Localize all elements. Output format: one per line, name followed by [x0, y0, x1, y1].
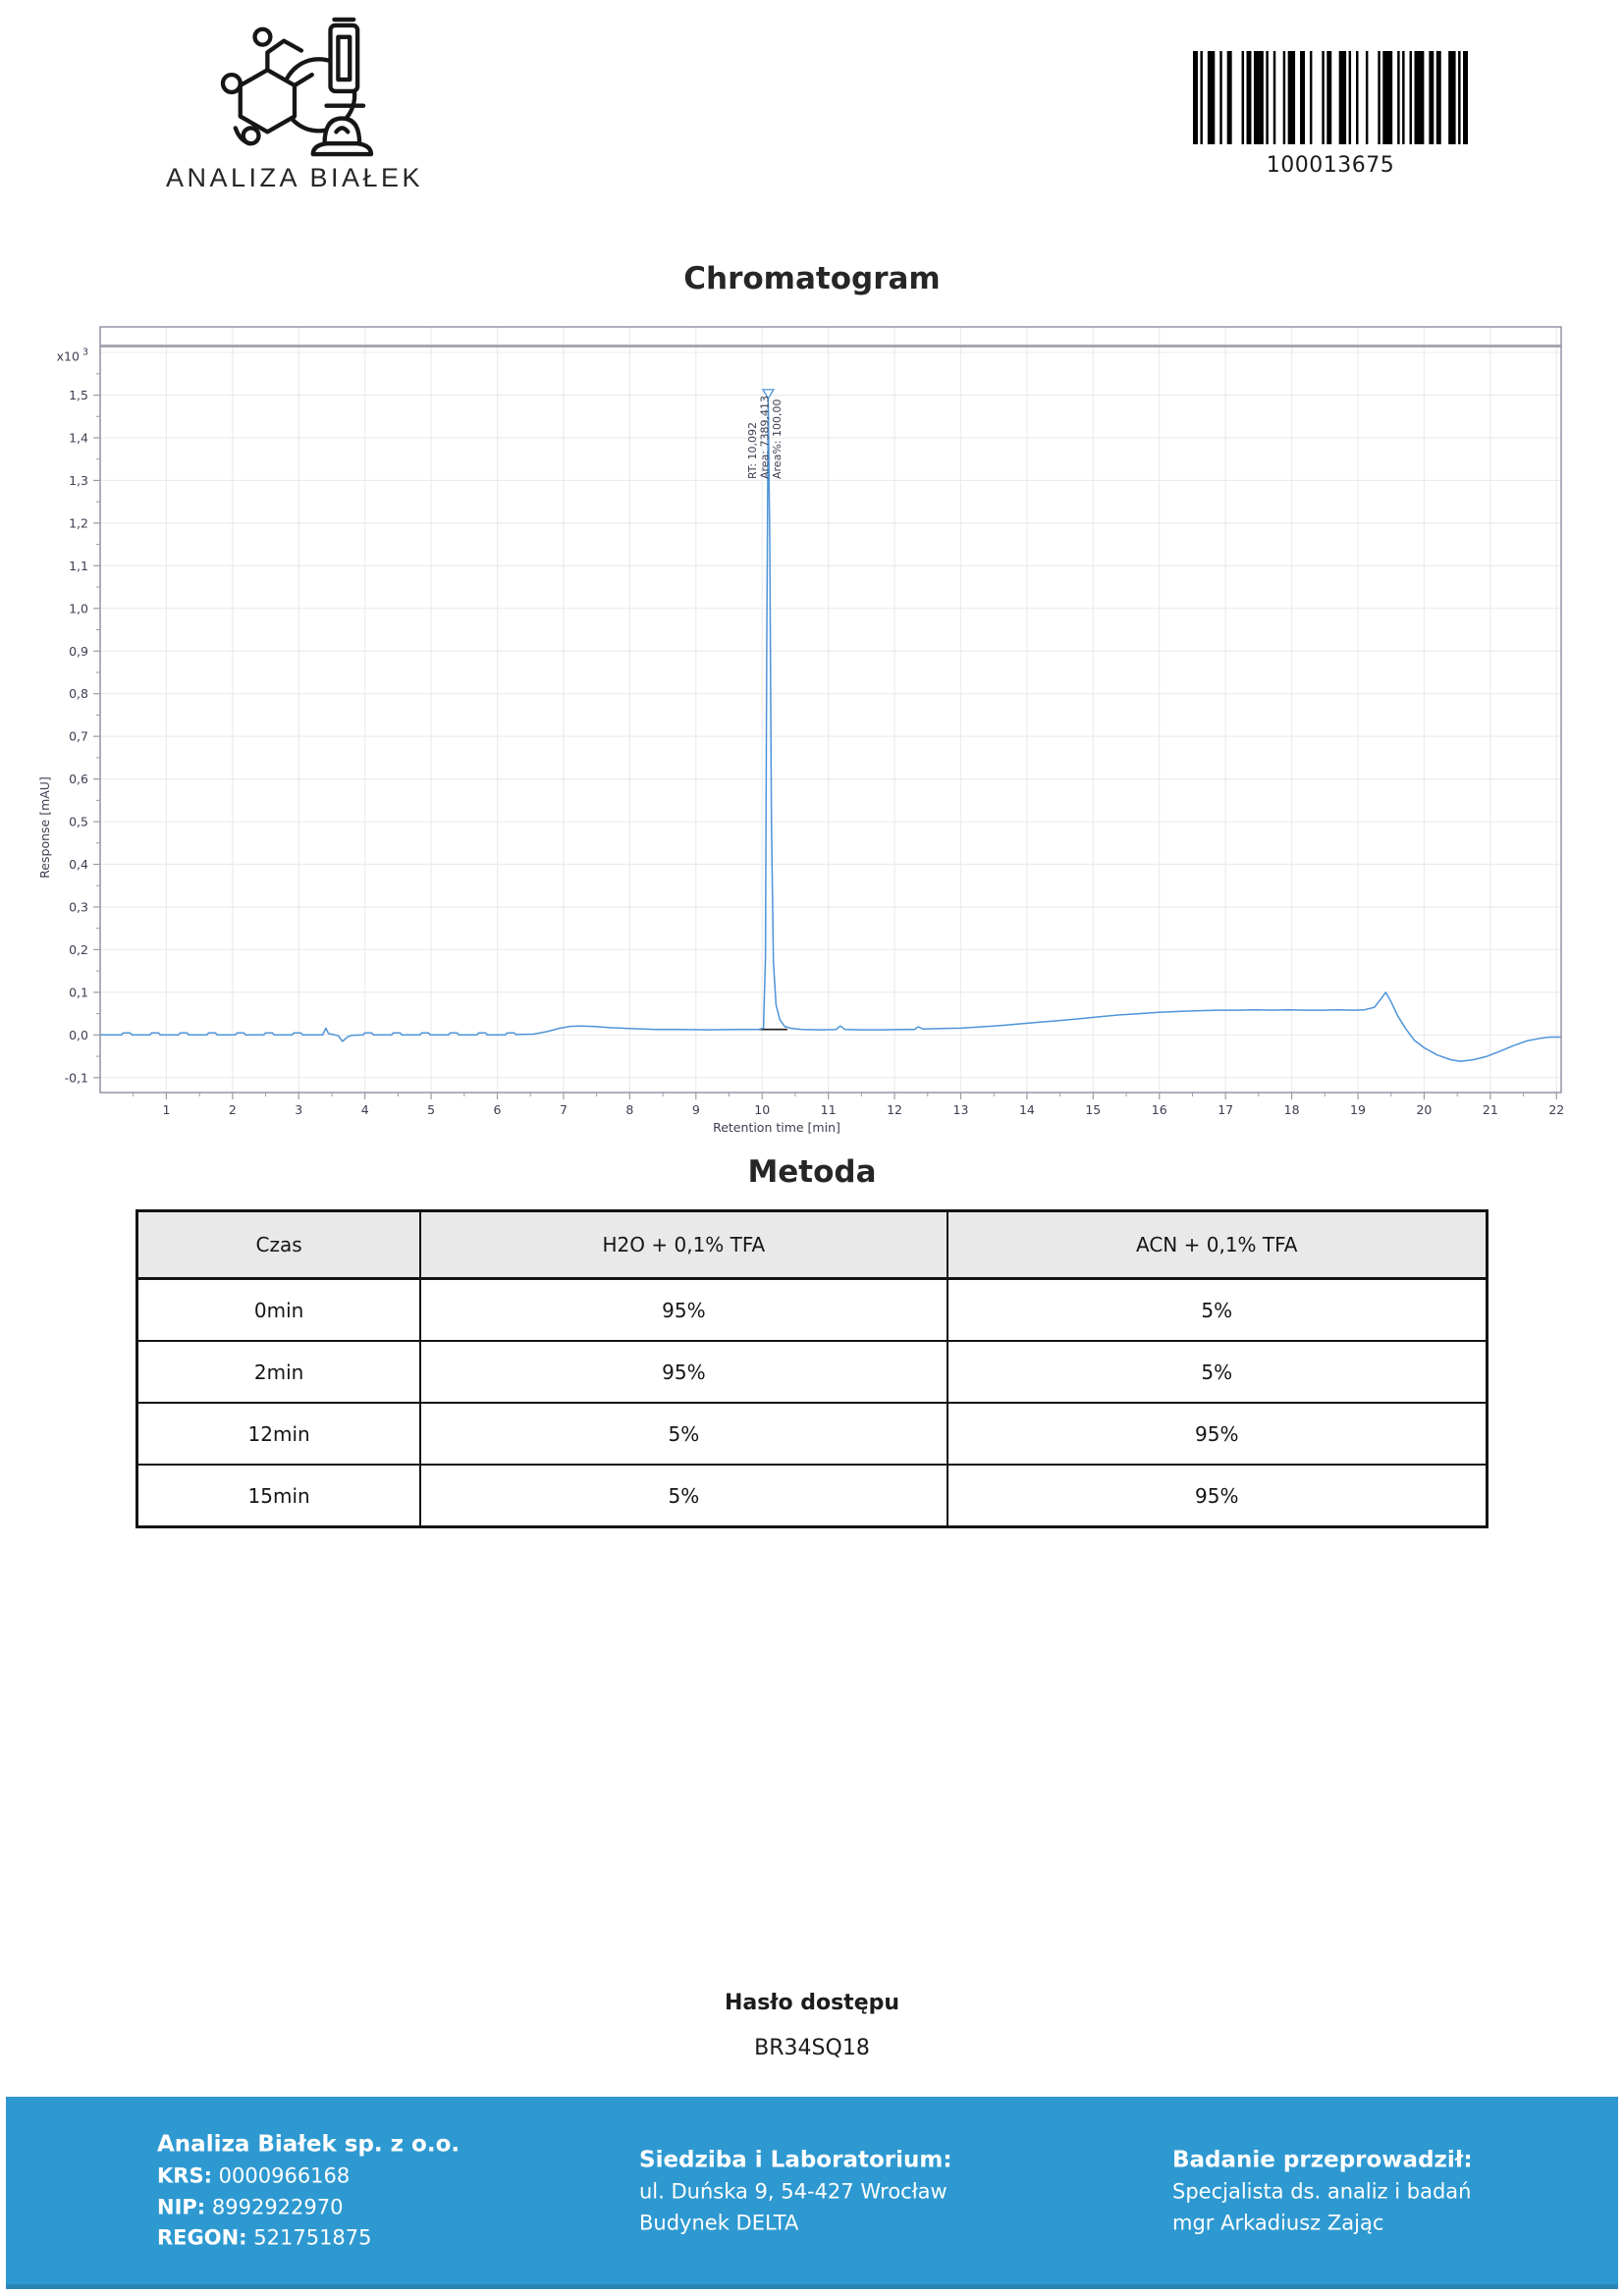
logo-icon	[145, 12, 444, 157]
company-regon: REGON: 521751875	[157, 2225, 372, 2250]
svg-text:4: 4	[361, 1102, 369, 1117]
footer-company: Analiza Białek sp. z o.o. KRS: 000096616…	[157, 2127, 511, 2254]
svg-text:20: 20	[1416, 1102, 1432, 1117]
svg-text:2: 2	[229, 1102, 237, 1117]
svg-text:0,4: 0,4	[69, 857, 88, 872]
table-row: 12min 5% 95%	[135, 1402, 1489, 1466]
svg-text:1,4: 1,4	[69, 430, 88, 445]
examiner-role: Specjalista ds. analiz i badań	[1172, 2179, 1472, 2204]
svg-text:5: 5	[427, 1102, 435, 1117]
svg-text:RT: 10,092: RT: 10,092	[746, 422, 759, 479]
svg-text:0,2: 0,2	[69, 942, 88, 957]
svg-text:1: 1	[162, 1102, 170, 1117]
barcode	[1193, 51, 1468, 144]
svg-text:0,7: 0,7	[69, 729, 88, 744]
svg-text:0,6: 0,6	[69, 772, 88, 786]
table-cell: 2min	[135, 1340, 422, 1404]
footer-location: Siedziba i Laboratorium: ul. Duńska 9, 5…	[639, 2143, 1061, 2239]
svg-text:13: 13	[953, 1102, 969, 1117]
examiner-name: mgr Arkadiusz Zając	[1172, 2210, 1384, 2234]
svg-text:17: 17	[1218, 1102, 1233, 1117]
svg-text:0,9: 0,9	[69, 644, 88, 659]
svg-text:15: 15	[1085, 1102, 1101, 1117]
location-building: Budynek DELTA	[639, 2210, 799, 2234]
barcode-block: 100013675	[1190, 51, 1471, 178]
method-table: Czas H2O + 0,1% TFA ACN + 0,1% TFA 0min 95%…	[135, 1209, 1489, 1528]
svg-text:11: 11	[821, 1102, 837, 1117]
svg-text:0,8: 0,8	[69, 686, 88, 701]
table-cell: 95%	[419, 1277, 948, 1342]
svg-text:21: 21	[1483, 1102, 1498, 1117]
svg-text:Response [mAU]: Response [mAU]	[37, 776, 52, 879]
barcode-number: 100013675	[1266, 153, 1395, 178]
company-nip: NIP: 8992922970	[157, 2195, 344, 2218]
svg-text:9: 9	[692, 1102, 700, 1117]
svg-text:14: 14	[1019, 1102, 1035, 1117]
svg-text:Area: 7389,413: Area: 7389,413	[758, 396, 771, 479]
password-value: BR34SQ18	[754, 2036, 870, 2060]
svg-text:0,3: 0,3	[69, 899, 88, 914]
svg-text:Area%: 100,00: Area%: 100,00	[771, 400, 784, 479]
company-name: Analiza Białek sp. z o.o.	[157, 2131, 460, 2157]
footer: Analiza Białek sp. z o.o. KRS: 000096616…	[6, 2097, 1618, 2289]
svg-text:19: 19	[1350, 1102, 1366, 1117]
table-header-cell: H2O + 0,1% TFA	[419, 1209, 948, 1280]
svg-text:0,5: 0,5	[69, 815, 88, 829]
table-cell: 95%	[946, 1464, 1489, 1528]
table-cell: 5%	[946, 1277, 1489, 1342]
svg-text:1,0: 1,0	[69, 601, 88, 615]
section-title-metoda: Metoda	[747, 1154, 877, 1190]
table-cell: 0min	[135, 1277, 422, 1342]
table-cell: 12min	[135, 1402, 422, 1466]
company-krs: KRS: 0000966168	[157, 2163, 351, 2188]
footer-examiner: Badanie przeprowadził: Specjalista ds. a…	[1172, 2143, 1595, 2239]
svg-text:18: 18	[1284, 1102, 1300, 1117]
svg-text:8: 8	[625, 1102, 633, 1117]
table-header-cell: Czas	[135, 1209, 422, 1280]
chromatogram-chart: 1,5 1,4 1,3 1,2 1,1 1,0 0,9 0,8 0,7 0,6 0,5 0,4 0,3 0…	[20, 322, 1591, 1151]
table-row: 2min 95% 5%	[135, 1340, 1489, 1404]
svg-text:Retention time [min]: Retention time [min]	[713, 1120, 840, 1135]
table-cell: 95%	[419, 1340, 948, 1404]
svg-text:12: 12	[887, 1102, 902, 1117]
svg-text:3: 3	[295, 1102, 302, 1117]
svg-text:1,1: 1,1	[69, 559, 88, 573]
section-title-chromatogram: Chromatogram	[683, 261, 941, 296]
table-cell: 5%	[419, 1402, 948, 1466]
logo: ANALIZA BIAŁEK	[145, 12, 444, 193]
brand-name: ANALIZA BIAŁEK	[165, 163, 424, 192]
table-cell: 5%	[946, 1340, 1489, 1404]
svg-text:1,5: 1,5	[69, 388, 88, 402]
table-cell: 5%	[419, 1464, 948, 1528]
location-title: Siedziba i Laboratorium:	[639, 2146, 952, 2172]
svg-text:x10 3: x10 3	[57, 347, 88, 364]
svg-text:1,3: 1,3	[69, 473, 88, 488]
password-label: Hasło dostępu	[724, 1991, 900, 2015]
table-header-cell: ACN + 0,1% TFA	[946, 1209, 1489, 1280]
table-row: 15min 5% 95%	[135, 1464, 1489, 1528]
svg-text:0,1: 0,1	[69, 985, 88, 999]
examiner-title: Badanie przeprowadził:	[1172, 2146, 1473, 2172]
svg-text:7: 7	[560, 1102, 568, 1117]
svg-text:16: 16	[1152, 1102, 1167, 1117]
svg-text:10: 10	[754, 1102, 770, 1117]
table-cell: 95%	[946, 1402, 1489, 1466]
table-cell: 15min	[135, 1464, 422, 1528]
svg-text:0,0: 0,0	[69, 1028, 88, 1042]
svg-text:22: 22	[1548, 1102, 1564, 1117]
svg-text:1,2: 1,2	[69, 515, 88, 530]
table-row: 0min 95% 5%	[135, 1277, 1489, 1342]
location-address: ul. Duńska 9, 54-427 Wrocław	[639, 2179, 947, 2204]
svg-text:-0,1: -0,1	[65, 1070, 88, 1085]
table-header-row: Czas H2O + 0,1% TFA ACN + 0,1% TFA	[135, 1209, 1489, 1280]
svg-text:6: 6	[494, 1102, 502, 1117]
